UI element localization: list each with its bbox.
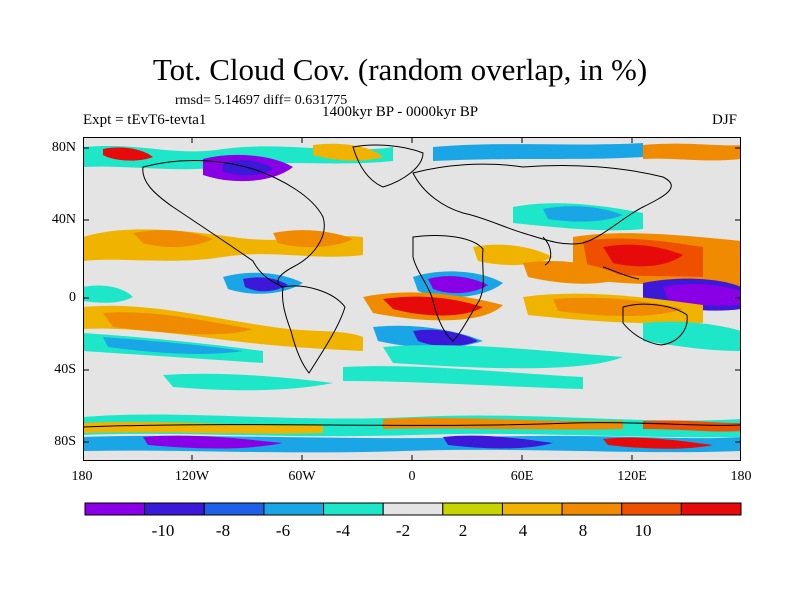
colorbar-swatch — [84, 502, 146, 516]
colorbar-swatch — [203, 502, 265, 516]
stats-text: rmsd= 5.14697 diff= 0.631775 — [175, 93, 348, 108]
lat-label: 80N — [51, 140, 76, 155]
lat-label: 40N — [51, 212, 76, 227]
period-label: 1400kyr BP - 0000kyr BP — [322, 104, 479, 120]
colorbar-label: 8 — [578, 521, 588, 540]
colorbar-swatch — [442, 502, 503, 516]
colorbar-swatch — [144, 502, 205, 516]
lat-label: 40S — [54, 362, 76, 377]
colorbar-swatch — [501, 502, 563, 516]
lon-label: 120E — [617, 469, 647, 484]
colorbar-label: -4 — [335, 521, 351, 540]
season-label: DJF — [712, 112, 738, 128]
colorbar-swatch — [382, 502, 444, 516]
colorbar-label: -6 — [275, 521, 291, 540]
lon-label: 60E — [510, 469, 534, 484]
lat-ticks — [83, 147, 741, 443]
colorbar-swatch — [561, 502, 623, 516]
colorbar-label: -10 — [151, 521, 175, 540]
lon-label: 0 — [408, 469, 416, 484]
lat-label: 0 — [69, 290, 76, 305]
colorbar-label: 2 — [458, 521, 468, 540]
experiment-label: Expt = tEvT6-tevta1 — [83, 112, 207, 128]
lat-label: 80S — [54, 434, 76, 449]
colorbar — [84, 502, 742, 516]
coastlines — [83, 144, 741, 428]
map-title: Tot. Cloud Cov. (random overlap, in %) — [152, 52, 648, 87]
colorbar-label: -8 — [215, 521, 231, 540]
lon-label: 60W — [288, 469, 316, 484]
colorbar-label: 10 — [634, 521, 652, 540]
lon-label: 180 — [71, 469, 93, 484]
lon-label: 180 — [730, 469, 752, 484]
cloud-cover-map — [83, 137, 741, 461]
colorbar-label: -2 — [395, 521, 411, 540]
colorbar-swatch — [621, 502, 682, 516]
colorbar-label: 4 — [518, 521, 528, 540]
lon-ticks — [191, 137, 633, 461]
colorbar-swatch — [263, 502, 325, 516]
colorbar-swatch — [680, 502, 742, 516]
colorbar-swatch — [323, 502, 384, 516]
lon-label: 120W — [174, 469, 210, 484]
anomaly-fields — [83, 143, 741, 453]
